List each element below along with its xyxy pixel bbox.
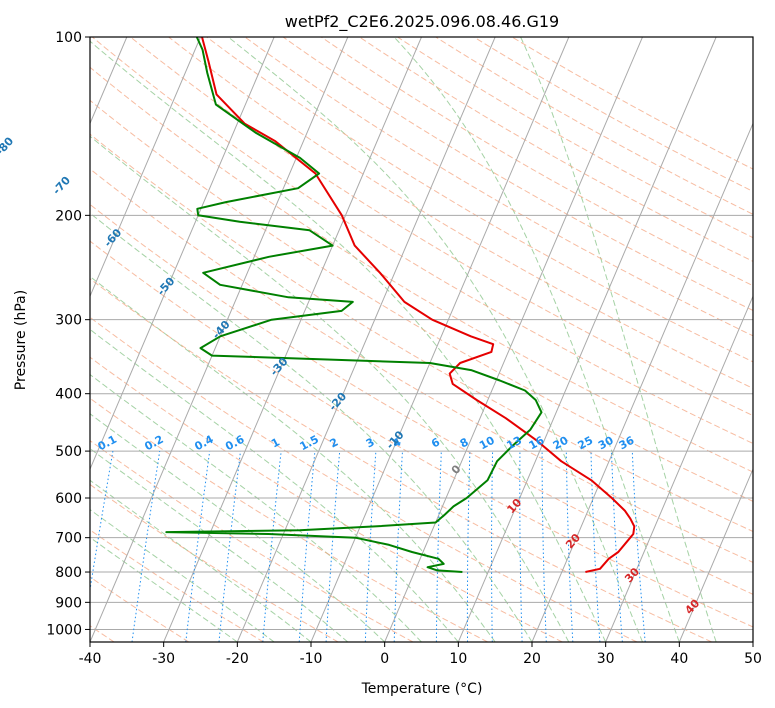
- moist-adiabat: [90, 373, 422, 642]
- y-tick-label: 900: [55, 595, 82, 611]
- isotherm-line: [90, 37, 201, 298]
- moist-adiabat: [90, 448, 349, 642]
- plot-area: [90, 37, 753, 642]
- isotherm-line: [752, 640, 753, 642]
- moist-adiabat: [520, 37, 717, 642]
- isotherm-line: [531, 122, 753, 642]
- chart-title: wetPf2_C2E6.2025.096.08.46.G19: [285, 12, 559, 32]
- y-tick-label: 200: [55, 208, 82, 224]
- x-axis-label: Temperature (°C): [361, 681, 483, 697]
- y-tick-label: 500: [55, 444, 82, 460]
- mixing-ratio-label: 13: [504, 434, 524, 453]
- dry-adiabat: [90, 278, 712, 642]
- moist-adiabat: [227, 37, 643, 642]
- mixing-ratio-label: 25: [576, 434, 596, 453]
- dewpoint-line: [165, 37, 543, 573]
- mixing-ratio-lines: [90, 451, 646, 642]
- dry-adiabat: [168, 37, 753, 389]
- mixing-ratio-line: [185, 451, 211, 642]
- isotherm-line: [457, 37, 717, 642]
- isotherm-line: [163, 37, 422, 642]
- moist-adiabat: [90, 328, 459, 642]
- dry-adiabat: [90, 240, 753, 628]
- isotherm-line: [236, 37, 496, 642]
- x-tick-label: 30: [597, 651, 615, 667]
- moist-adiabat: [90, 135, 570, 642]
- temperature-line: [201, 37, 636, 573]
- x-tick-label: -40: [79, 651, 102, 667]
- mixing-ratio-label: 36: [617, 434, 637, 453]
- isotherm-line: [90, 37, 349, 642]
- isotherm-label: -70: [50, 174, 73, 198]
- isotherm-line: [310, 37, 570, 642]
- dry-adiabat: [320, 37, 753, 287]
- isotherm-line: [605, 295, 753, 642]
- mixing-ratio-label: 10: [477, 434, 497, 453]
- x-tick-label: 40: [670, 651, 688, 667]
- isotherm-label: -80: [0, 134, 16, 158]
- moist-adiabat: [90, 536, 238, 642]
- moist-adiabat: [90, 413, 386, 642]
- dry-adiabat: [90, 483, 339, 642]
- x-tick-label: -10: [300, 651, 323, 667]
- sounding-series: [165, 37, 636, 573]
- dry-adiabat: [90, 133, 753, 533]
- x-tick-label: -20: [226, 651, 249, 667]
- dry-adiabat: [90, 66, 753, 473]
- dry-adiabat: [282, 37, 753, 312]
- dry-adiabat: [435, 37, 753, 215]
- mixing-ratio-label: 16: [527, 434, 547, 453]
- dry-adiabat: [90, 440, 414, 642]
- dry-adiabat: [91, 37, 753, 444]
- x-tick-label: 0: [380, 651, 389, 667]
- x-tick-label: -30: [152, 651, 175, 667]
- isotherm-line: [384, 37, 643, 642]
- moist-adiabat: [90, 40, 607, 642]
- y-tick-label: 100: [55, 30, 82, 46]
- axes: -40 -30 -20 -10 0 10 20 30 40 50 100 200 300 400 500 60…: [46, 30, 762, 667]
- y-tick-label: 600: [55, 491, 82, 507]
- moist-adiabat: [90, 275, 496, 642]
- isotherm-line: [90, 37, 275, 471]
- moist-adiabats: [90, 37, 717, 642]
- x-tick-label: 50: [744, 651, 762, 667]
- x-tick-label: 10: [449, 651, 467, 667]
- isotherm-line: [678, 467, 753, 642]
- moist-adiabat: [90, 508, 275, 642]
- mixing-ratio-label: 30: [596, 434, 616, 453]
- dry-adiabat: [206, 37, 753, 363]
- mixing-ratio-line: [90, 451, 114, 594]
- mixing-ratio-label: 20: [551, 434, 571, 453]
- grid: [90, 37, 753, 642]
- dry-adiabat: [473, 37, 753, 192]
- dry-adiabat: [90, 316, 638, 642]
- plot-frame: [89, 36, 754, 643]
- y-axis-label: Pressure (hPa): [13, 290, 29, 390]
- y-tick-label: 700: [55, 531, 82, 547]
- y-tick-label: 1000: [46, 622, 82, 638]
- moist-adiabat: [90, 212, 533, 642]
- mixing-ratio-line: [131, 451, 161, 642]
- y-tick-label: 300: [55, 313, 82, 329]
- x-tick-label: 20: [523, 651, 541, 667]
- mixing-ratio-line: [218, 451, 241, 642]
- y-tick-label: 800: [55, 565, 82, 581]
- y-tick-label: 400: [55, 387, 82, 403]
